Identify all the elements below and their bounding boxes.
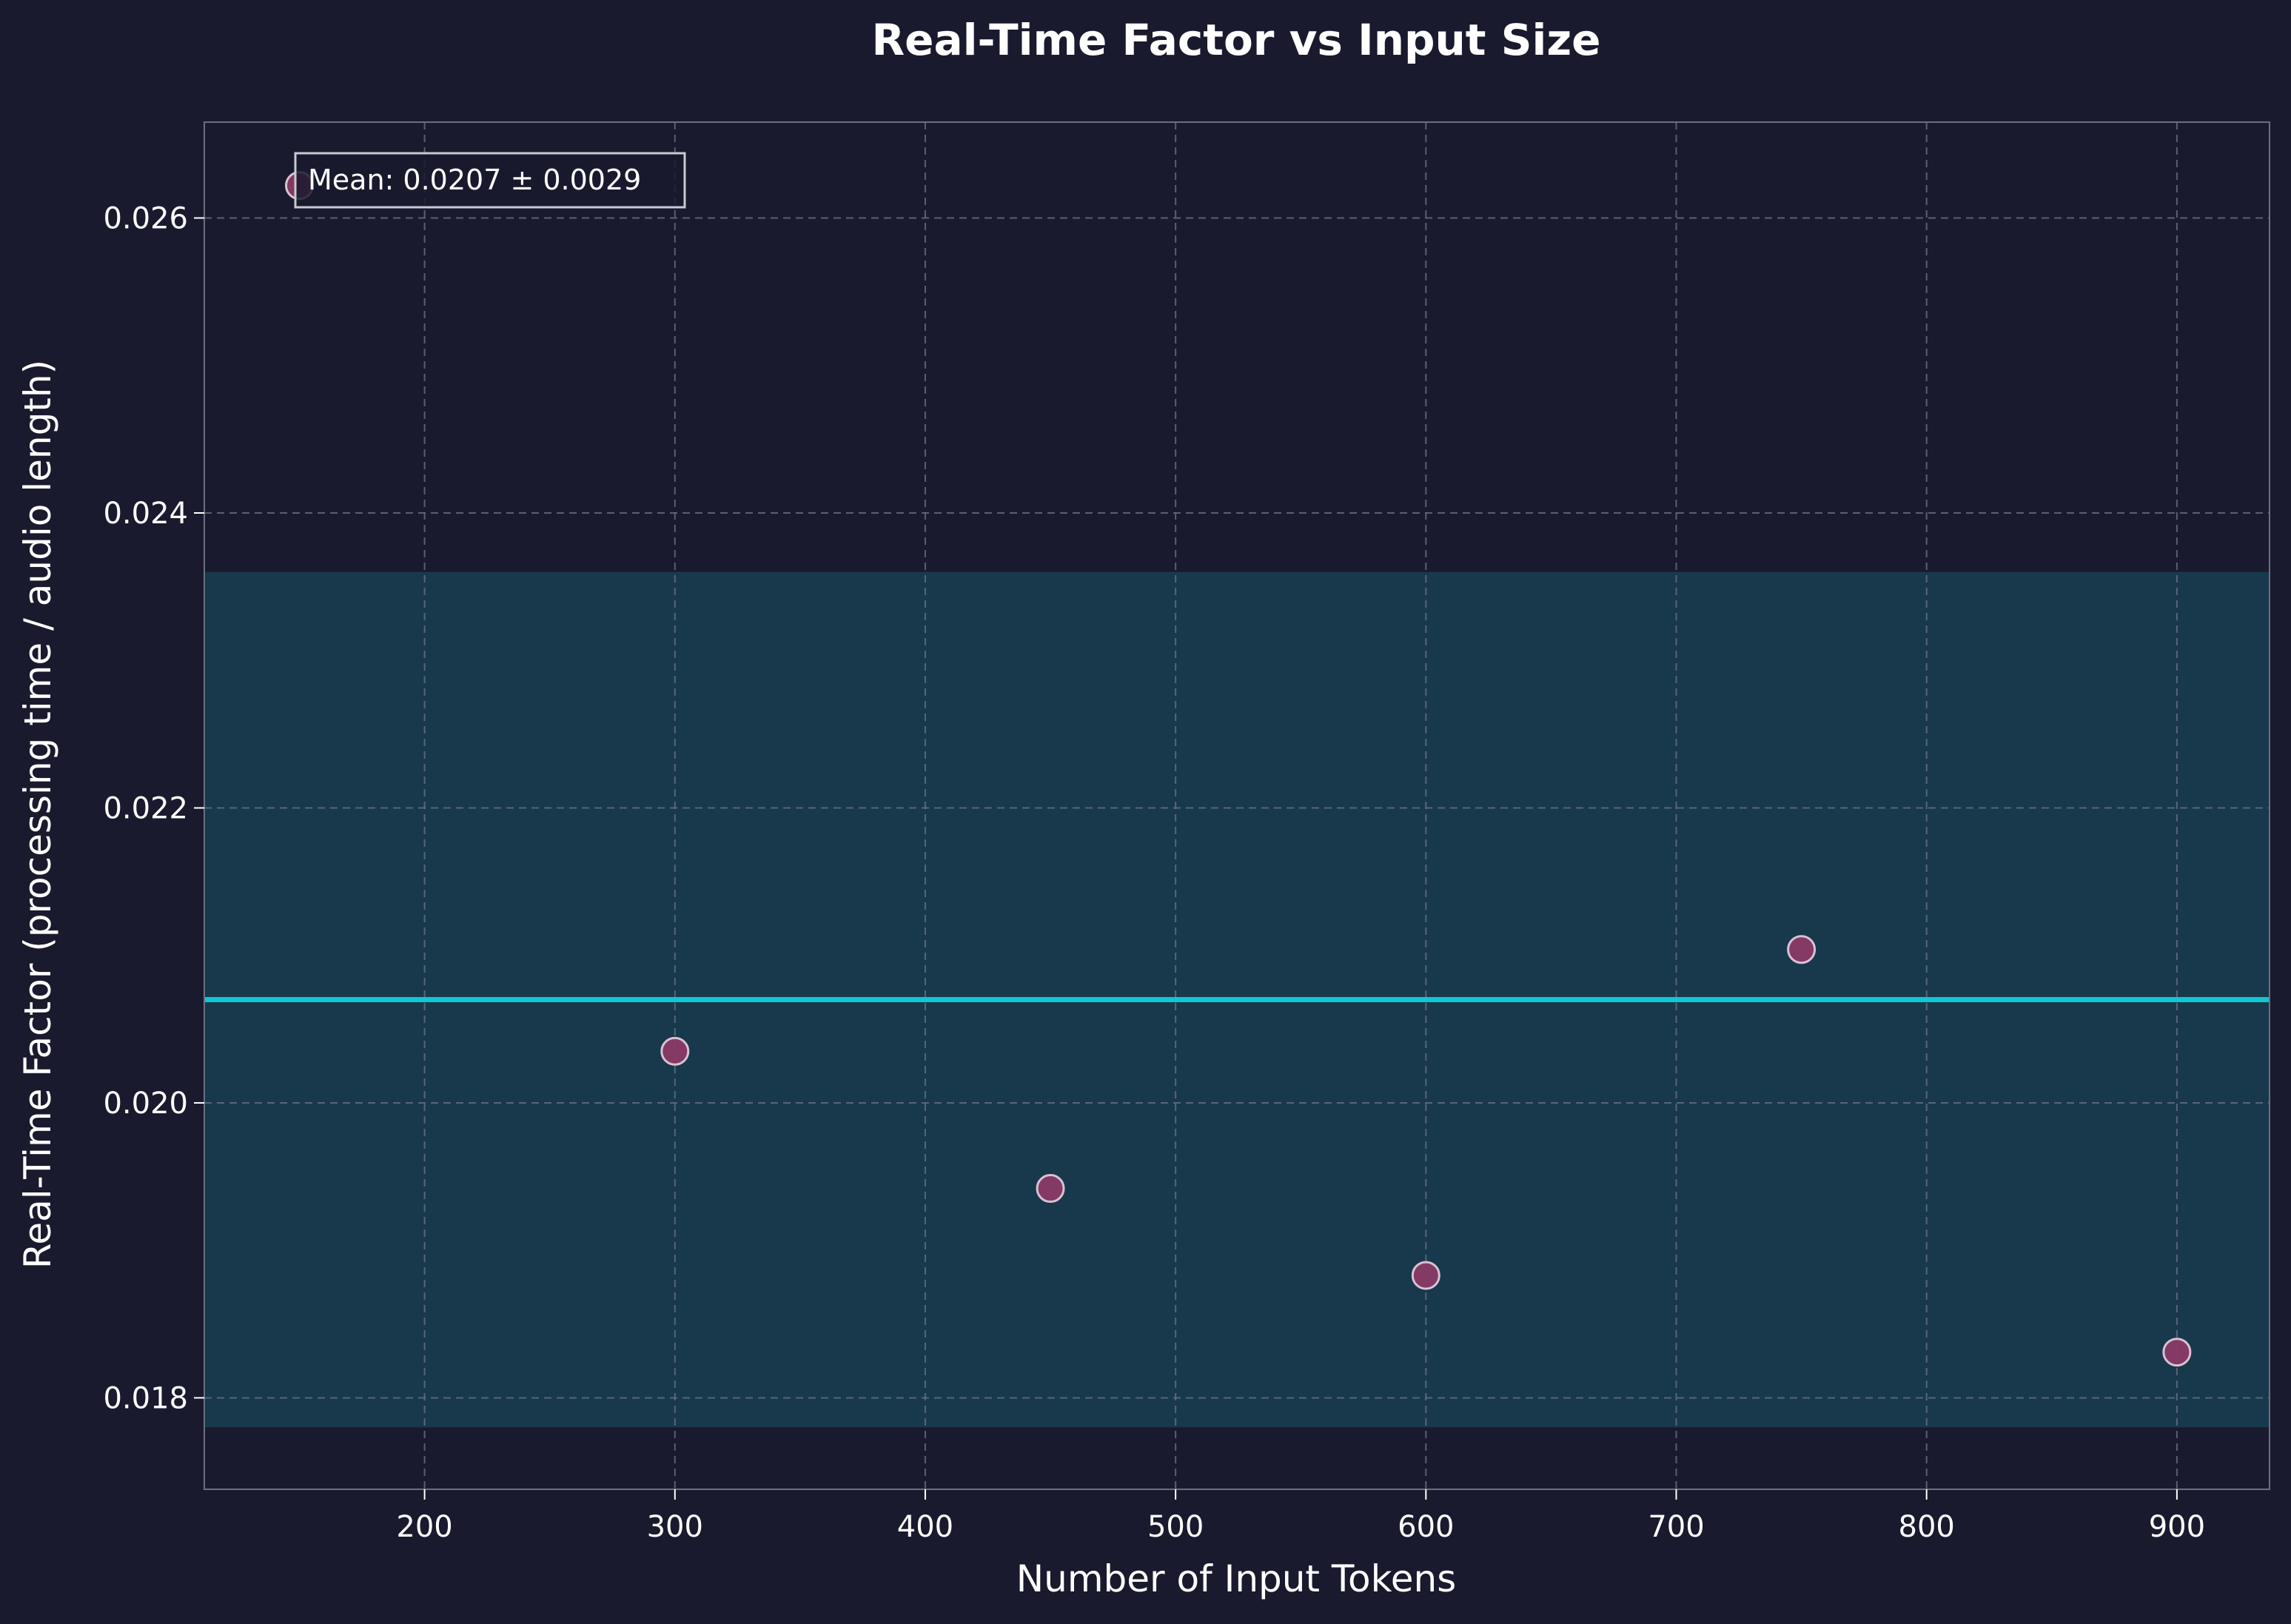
axes-frame xyxy=(204,121,2270,1490)
mean-annotation: Mean: 0.0207 ± 0.0029 xyxy=(294,152,686,209)
x-tick-label: 700 xyxy=(1648,1510,1704,1544)
annotation-text: Mean: 0.0207 ± 0.0029 xyxy=(308,164,641,196)
y-tick-label: 0.026 xyxy=(103,202,188,236)
x-tick-label: 300 xyxy=(647,1510,703,1544)
plot-area xyxy=(204,121,2270,1490)
y-axis-ticks: 0.018 0.020 0.022 0.024 0.026 xyxy=(103,202,204,1415)
x-tick-label: 800 xyxy=(1899,1510,1955,1544)
x-tick-label: 600 xyxy=(1398,1510,1454,1544)
data-point xyxy=(1411,1261,1440,1290)
x-tick-label: 900 xyxy=(2149,1510,2205,1544)
x-tick-label: 400 xyxy=(897,1510,953,1544)
y-tick-label: 0.024 xyxy=(103,497,188,531)
x-axis-ticks: 200 300 400 500 600 700 800 900 xyxy=(396,1489,2205,1544)
x-axis-label: Number of Input Tokens xyxy=(1016,1557,1457,1600)
x-tick-label: 500 xyxy=(1147,1510,1204,1544)
y-tick-label: 0.020 xyxy=(103,1087,188,1121)
data-point xyxy=(660,1036,690,1066)
annotation-box xyxy=(294,152,686,209)
data-point xyxy=(2162,1338,2192,1367)
y-axis-label: Real-Time Factor (processing time / audi… xyxy=(16,360,59,1269)
data-point xyxy=(1787,935,1817,964)
chart-title: Real-Time Factor vs Input Size xyxy=(872,15,1601,65)
data-point xyxy=(1036,1174,1065,1204)
x-tick-label: 200 xyxy=(396,1510,452,1544)
y-tick-label: 0.018 xyxy=(103,1381,188,1415)
y-tick-label: 0.022 xyxy=(103,791,188,825)
